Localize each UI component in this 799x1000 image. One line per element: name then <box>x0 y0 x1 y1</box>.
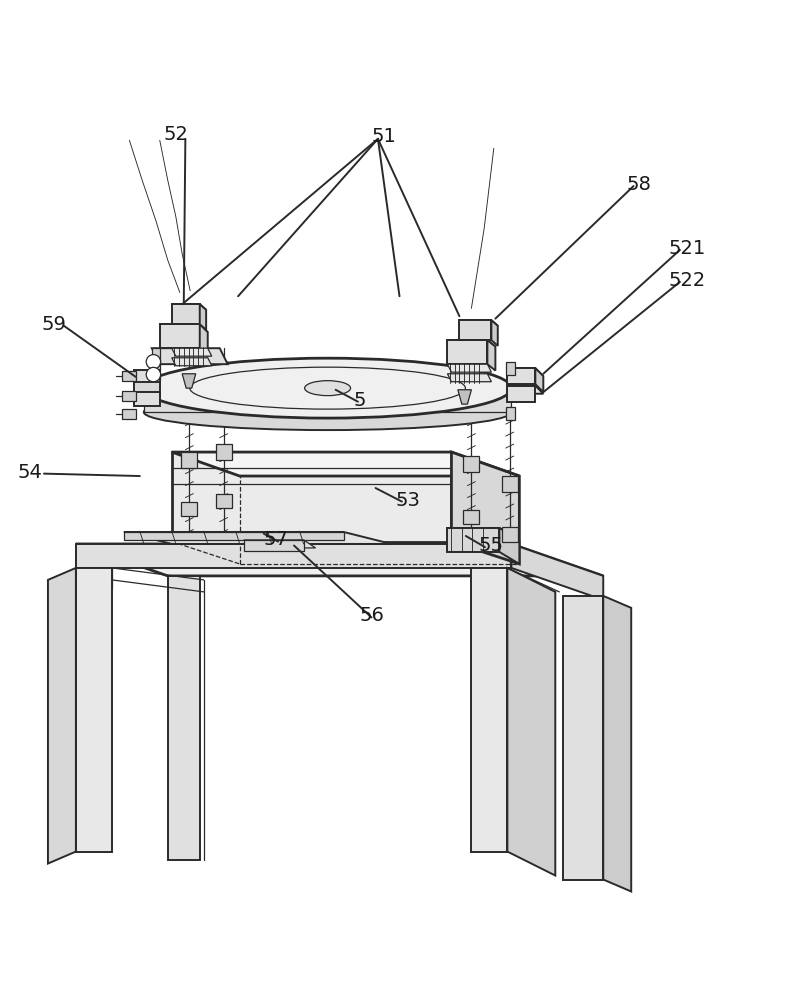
Polygon shape <box>447 528 519 540</box>
Ellipse shape <box>144 358 511 418</box>
Ellipse shape <box>149 373 160 379</box>
Text: 55: 55 <box>479 536 504 555</box>
Polygon shape <box>76 568 112 852</box>
Polygon shape <box>152 348 228 364</box>
Polygon shape <box>134 382 160 396</box>
Polygon shape <box>172 304 206 310</box>
Polygon shape <box>76 544 511 568</box>
Polygon shape <box>507 386 535 402</box>
Polygon shape <box>507 568 555 876</box>
Polygon shape <box>144 388 511 412</box>
Bar <box>463 456 479 472</box>
Polygon shape <box>172 358 212 366</box>
Bar <box>181 452 197 468</box>
Polygon shape <box>160 324 208 332</box>
Polygon shape <box>471 568 507 852</box>
Polygon shape <box>172 304 200 324</box>
Bar <box>216 494 232 508</box>
Polygon shape <box>507 368 535 384</box>
Polygon shape <box>134 392 160 406</box>
Bar <box>181 502 197 516</box>
Text: 5: 5 <box>353 391 366 410</box>
Bar <box>506 362 515 375</box>
Polygon shape <box>447 340 495 347</box>
Polygon shape <box>134 370 160 384</box>
Circle shape <box>146 355 161 369</box>
Polygon shape <box>507 386 543 394</box>
Polygon shape <box>603 596 631 892</box>
Text: 54: 54 <box>18 463 43 482</box>
Text: 57: 57 <box>263 530 288 549</box>
Polygon shape <box>563 596 603 880</box>
Polygon shape <box>447 340 487 364</box>
Polygon shape <box>200 324 208 356</box>
Bar <box>506 407 515 420</box>
Text: 521: 521 <box>669 239 706 258</box>
Polygon shape <box>122 371 136 381</box>
Polygon shape <box>124 532 392 544</box>
Polygon shape <box>200 304 206 330</box>
Ellipse shape <box>149 361 160 367</box>
Polygon shape <box>447 374 491 382</box>
Polygon shape <box>160 324 200 348</box>
Polygon shape <box>447 528 499 552</box>
Polygon shape <box>172 452 451 542</box>
Polygon shape <box>76 544 603 576</box>
Text: 58: 58 <box>626 175 652 194</box>
Polygon shape <box>499 528 519 564</box>
Ellipse shape <box>304 381 351 396</box>
Text: 53: 53 <box>395 490 420 510</box>
Polygon shape <box>487 340 495 371</box>
Polygon shape <box>122 391 136 401</box>
Polygon shape <box>172 348 212 356</box>
Bar <box>463 510 479 524</box>
Polygon shape <box>491 320 498 346</box>
Polygon shape <box>244 540 316 548</box>
Text: 522: 522 <box>669 271 706 290</box>
Polygon shape <box>458 390 471 404</box>
Circle shape <box>146 367 161 382</box>
Ellipse shape <box>144 394 511 430</box>
Bar <box>502 527 518 542</box>
Text: 52: 52 <box>163 125 189 144</box>
Polygon shape <box>182 374 196 388</box>
Polygon shape <box>459 320 491 340</box>
Polygon shape <box>535 368 543 392</box>
Polygon shape <box>172 452 519 476</box>
Text: 59: 59 <box>42 315 67 334</box>
Bar <box>502 476 518 492</box>
Polygon shape <box>122 409 136 419</box>
Text: 51: 51 <box>371 127 396 146</box>
Polygon shape <box>511 544 603 600</box>
Polygon shape <box>451 452 519 564</box>
Polygon shape <box>507 368 543 376</box>
Text: 56: 56 <box>359 606 384 625</box>
Polygon shape <box>124 532 344 540</box>
Bar <box>216 444 232 460</box>
Polygon shape <box>447 364 491 372</box>
Polygon shape <box>244 540 304 551</box>
Polygon shape <box>152 348 160 380</box>
Polygon shape <box>459 320 498 326</box>
Polygon shape <box>168 576 200 860</box>
Polygon shape <box>48 568 76 864</box>
